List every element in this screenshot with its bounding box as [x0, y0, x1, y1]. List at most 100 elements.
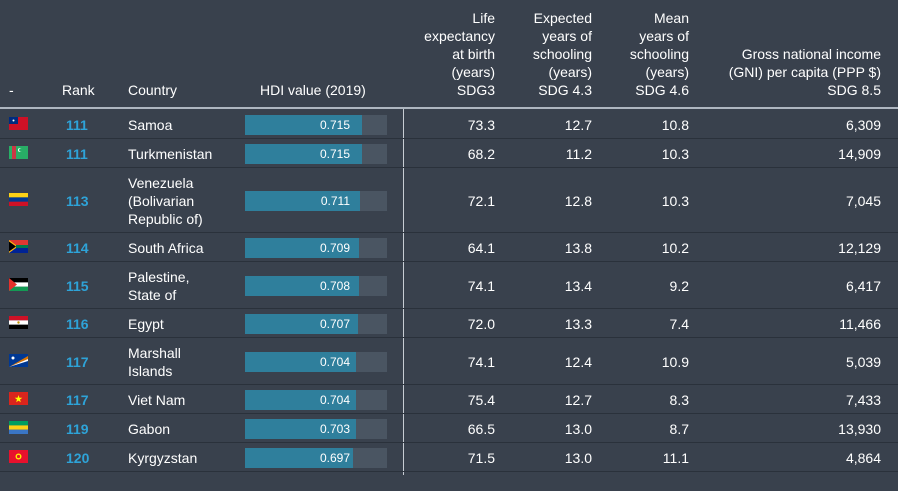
marshall-islands-flag-icon — [9, 354, 28, 367]
life-expectancy-value: 71.5 — [467, 450, 495, 466]
gabon-flag-icon — [9, 421, 28, 434]
hdi-bar: 0.704 — [245, 390, 387, 410]
rank-link[interactable]: 117 — [66, 354, 89, 370]
header-expected-schooling[interactable]: Expected years of schooling (years) SDG … — [532, 10, 592, 98]
mean-schooling-value: 10.9 — [661, 354, 689, 370]
hdi-bar-fill — [245, 314, 359, 334]
gni-value: 6,309 — [845, 117, 881, 133]
hdi-bar-fill — [245, 276, 359, 296]
rank-link[interactable]: 119 — [66, 421, 89, 437]
hdi-value: 0.711 — [320, 194, 350, 208]
hdi-bar: 0.711 — [245, 191, 387, 211]
hdi-bar: 0.703 — [245, 419, 387, 439]
country-name: Gabon — [128, 421, 171, 437]
country-name: Kyrgyzstan — [128, 450, 198, 466]
table-row[interactable]: 117 Viet Nam 0.704 75.4 12.7 8.3 7,433 — [0, 385, 898, 414]
country-name: Egypt — [128, 316, 164, 332]
hdi-bar-fill — [245, 191, 361, 211]
country-name: Marshall Islands — [128, 345, 181, 379]
gni-value: 4,864 — [845, 450, 881, 466]
table-row[interactable]: 111 Samoa 0.715 73.3 12.7 10.8 6,309 — [0, 110, 898, 139]
expected-schooling-value: 12.4 — [564, 354, 592, 370]
hdi-value: 0.704 — [319, 355, 350, 369]
table-row[interactable]: 114 South Africa 0.709 64.1 13.8 10.2 12… — [0, 233, 898, 262]
life-expectancy-value: 74.1 — [467, 278, 495, 294]
rank-link[interactable]: 111 — [66, 117, 88, 133]
header-rank[interactable]: Rank — [62, 82, 95, 98]
hdi-bar-fill — [245, 238, 360, 258]
table-row[interactable]: 120 Kyrgyzstan 0.697 71.5 13.0 11.1 4,86… — [0, 443, 898, 472]
expected-schooling-value: 13.3 — [564, 316, 592, 332]
gni-value: 7,045 — [845, 193, 881, 209]
gni-value: 7,433 — [845, 392, 881, 408]
hdi-bar-fill — [245, 144, 363, 164]
rank-link[interactable]: 120 — [66, 450, 90, 466]
hdi-bar-fill — [245, 390, 357, 410]
table-row[interactable]: 113 Venezuela (Bolivarian Republic of) 0.7… — [0, 168, 898, 233]
expected-schooling-value: 13.4 — [564, 278, 592, 294]
mean-schooling-value: 7.4 — [669, 316, 689, 332]
rank-link[interactable]: 113 — [66, 193, 89, 209]
table-row[interactable]: 111 Turkmenistan 0.715 68.2 11.2 10.3 14… — [0, 139, 898, 168]
mean-schooling-value: 8.7 — [669, 421, 689, 437]
header-hdi[interactable]: HDI value (2019) — [260, 82, 366, 98]
hdi-value: 0.709 — [319, 241, 350, 255]
hdi-value: 0.704 — [319, 393, 350, 407]
gni-value: 13,930 — [838, 421, 881, 437]
rank-link[interactable]: 115 — [66, 278, 89, 294]
south-africa-flag-icon — [9, 240, 28, 253]
mean-schooling-value: 10.3 — [661, 193, 689, 209]
hdi-bar: 0.709 — [245, 238, 387, 258]
header-life-expectancy[interactable]: Life expectancy at birth (years) SDG3 — [424, 10, 495, 98]
country-name: Palestine, State of — [128, 269, 190, 303]
expected-schooling-value: 13.0 — [564, 421, 592, 437]
hdi-bar-fill — [245, 352, 357, 372]
gni-value: 14,909 — [838, 146, 881, 162]
country-name: Samoa — [128, 117, 173, 133]
rank-link[interactable]: 114 — [66, 240, 89, 256]
expected-schooling-value: 12.7 — [564, 117, 592, 133]
life-expectancy-value: 68.2 — [467, 146, 495, 162]
header-flag-col: - — [9, 82, 14, 98]
column-divider — [403, 109, 404, 475]
hdi-bar: 0.708 — [245, 276, 387, 296]
palestine-flag-icon — [9, 278, 28, 291]
life-expectancy-value: 73.3 — [467, 117, 495, 133]
life-expectancy-value: 72.0 — [467, 316, 495, 332]
gni-value: 12,129 — [838, 240, 881, 256]
gni-value: 6,417 — [845, 278, 881, 294]
hdi-value: 0.715 — [319, 147, 350, 161]
table-row[interactable]: 117 Marshall Islands 0.704 74.1 12.4 10.9… — [0, 338, 898, 385]
life-expectancy-value: 74.1 — [467, 354, 495, 370]
expected-schooling-value: 12.8 — [564, 193, 592, 209]
turkmenistan-flag-icon — [9, 146, 28, 159]
expected-schooling-value: 11.2 — [565, 146, 592, 162]
mean-schooling-value: 11.1 — [662, 450, 689, 466]
hdi-bar: 0.707 — [245, 314, 387, 334]
country-name: South Africa — [128, 240, 204, 256]
rank-link[interactable]: 117 — [66, 392, 89, 408]
header-mean-schooling[interactable]: Mean years of schooling (years) SDG 4.6 — [629, 10, 689, 98]
mean-schooling-value: 10.8 — [661, 117, 689, 133]
samoa-flag-icon — [9, 117, 28, 130]
life-expectancy-value: 66.5 — [467, 421, 495, 437]
hdi-value: 0.697 — [319, 451, 350, 465]
table-row[interactable]: 115 Palestine, State of 0.708 74.1 13.4 9… — [0, 262, 898, 309]
country-name: Turkmenistan — [128, 146, 213, 162]
header-country[interactable]: Country — [128, 82, 178, 98]
rank-link[interactable]: 116 — [66, 316, 89, 332]
table-row[interactable]: 119 Gabon 0.703 66.5 13.0 8.7 13,930 — [0, 414, 898, 443]
gni-value: 11,466 — [839, 316, 881, 332]
life-expectancy-value: 72.1 — [467, 193, 495, 209]
hdi-bar-fill — [245, 448, 353, 468]
hdi-bar: 0.697 — [245, 448, 387, 468]
kyrgyzstan-flag-icon — [9, 450, 28, 463]
mean-schooling-value: 10.3 — [661, 146, 689, 162]
venezuela-flag-icon — [9, 193, 28, 206]
header-gni[interactable]: Gross national income (GNI) per capita (… — [728, 46, 881, 98]
mean-schooling-value: 10.2 — [661, 240, 689, 256]
table-row[interactable]: 116 Egypt 0.707 72.0 13.3 7.4 11,466 — [0, 309, 898, 338]
table-header: - Rank Country HDI value (2019) Life exp… — [0, 0, 898, 109]
rank-link[interactable]: 111 — [66, 146, 88, 162]
hdi-value: 0.707 — [319, 317, 350, 331]
